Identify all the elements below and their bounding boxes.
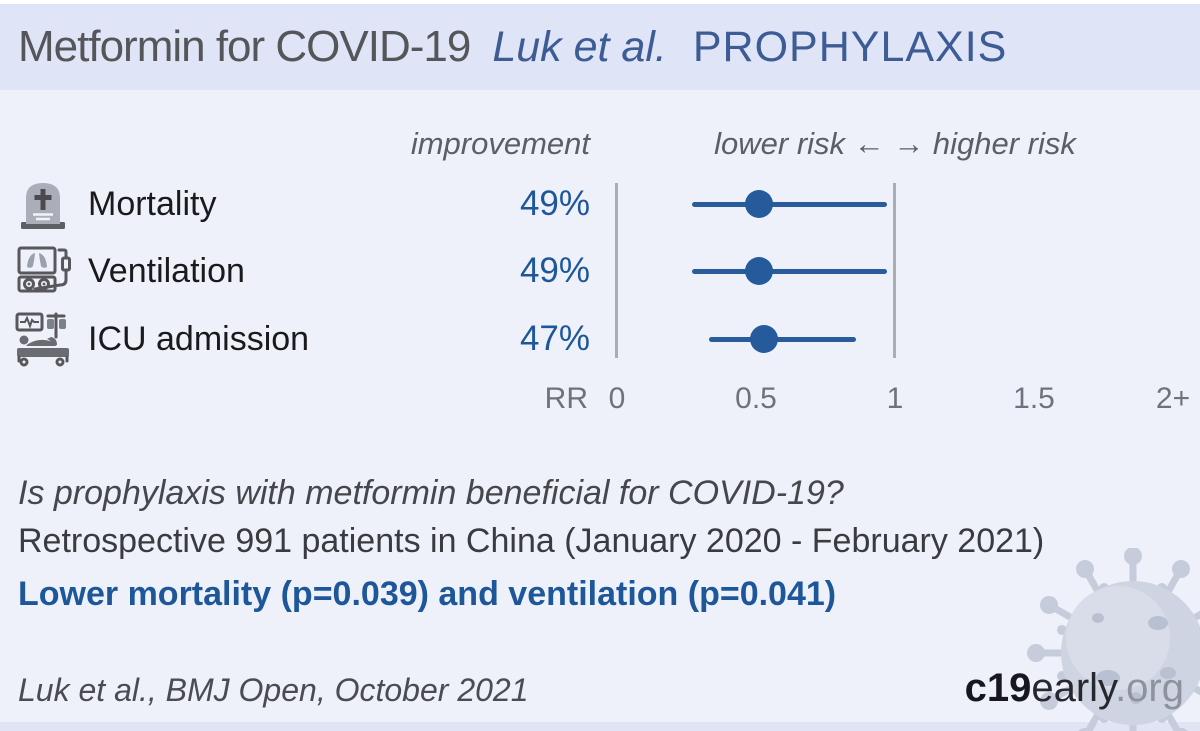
citation: Luk et al., BMJ Open, October 2021 (18, 672, 529, 708)
x-axis-tick: 1.5 (1013, 382, 1055, 415)
study-question: Is prophylaxis with metformin beneficial… (18, 474, 844, 512)
reference-line-rr0 (615, 183, 618, 358)
outcome-row-icu: ICU admission 47% (0, 311, 1200, 367)
risk-direction-header: lower risk ← → higher risk (714, 126, 1076, 161)
x-axis-tick: 2+ (1155, 382, 1191, 415)
site-wordmark-mid: early (1031, 666, 1116, 710)
outcome-row-mortality: Mortality 49% (0, 176, 1200, 232)
confidence-interval-line (708, 336, 857, 342)
top-strip (0, 0, 1200, 4)
outcome-label: Ventilation (88, 252, 245, 290)
point-estimate-dot (744, 190, 773, 218)
study-name: Luk et al. (492, 22, 667, 71)
x-axis-unit-label: RR (544, 382, 588, 415)
study-cohort: Retrospective 991 patients in China (Jan… (18, 522, 1045, 560)
bottom-strip (0, 722, 1200, 731)
site-wordmark-suffix: .org (1115, 666, 1184, 710)
tombstone-icon (14, 176, 72, 232)
improvement-value: 47% (519, 319, 590, 358)
reference-line-rr1 (893, 183, 896, 358)
outcome-label: ICU admission (88, 320, 310, 358)
point-estimate-dot (744, 257, 773, 285)
ventilator-icon (14, 243, 72, 299)
site-wordmark: c19early.org (965, 666, 1184, 711)
x-axis-tick: 0.5 (735, 382, 777, 415)
point-estimate-dot (750, 325, 779, 353)
x-axis: RR 0 0.5 1 1.5 2+ (0, 382, 1200, 416)
x-axis-tick: 0 (608, 382, 626, 415)
virus-icon (1018, 547, 1200, 731)
outcome-row-ventilation: Ventilation 49% (0, 243, 1200, 299)
header-bar: Metformin for COVID-19 Luk et al. PROPHY… (0, 4, 1200, 90)
confidence-interval-line (692, 201, 887, 207)
page-title: Metformin for COVID-19 (18, 22, 471, 71)
improvement-value: 49% (519, 184, 590, 223)
outcome-label: Mortality (88, 185, 217, 223)
confidence-interval-line (692, 268, 887, 274)
x-axis-tick: 1 (886, 382, 904, 415)
improvement-column-header: improvement (410, 126, 590, 161)
site-wordmark-bold: c19 (964, 666, 1032, 710)
improvement-value: 49% (519, 251, 590, 290)
stage-badge: PROPHYLAXIS (692, 22, 1008, 71)
study-finding: Lower mortality (p=0.039) and ventilatio… (18, 575, 837, 613)
icu-bed-icon (14, 311, 72, 367)
